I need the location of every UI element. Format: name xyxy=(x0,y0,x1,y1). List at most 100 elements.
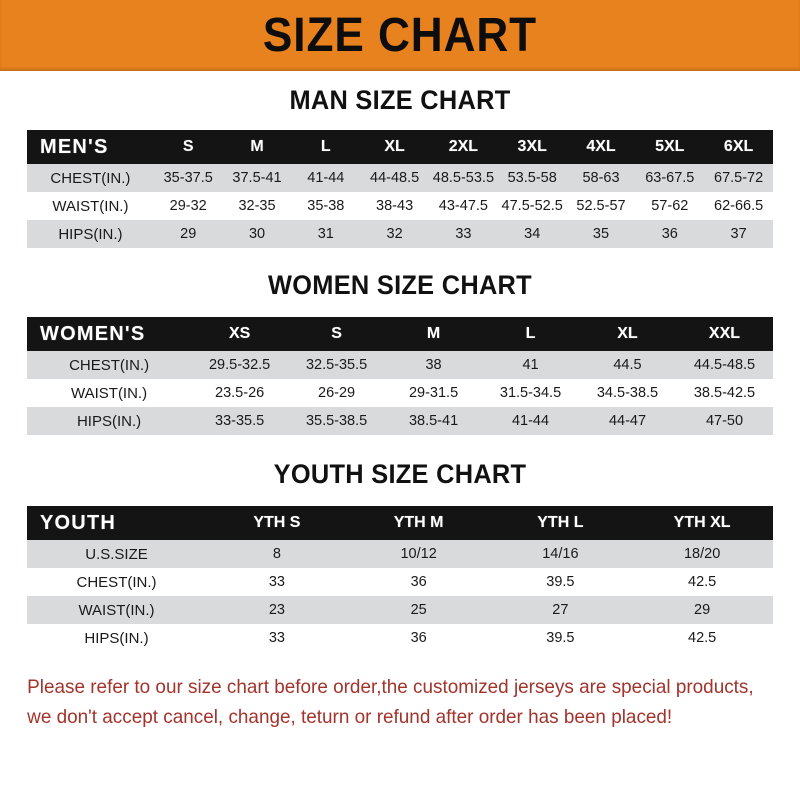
men-cell: 31 xyxy=(317,226,334,242)
youth-cell: 25 xyxy=(410,602,427,618)
youth-cell: 8 xyxy=(272,546,281,562)
men-cell: 63-67.5 xyxy=(645,170,695,186)
men-cell: 32-35 xyxy=(238,198,276,214)
men-column-header: 5XL xyxy=(655,138,685,155)
disclaimer-line-1: Please refer to our size chart before or… xyxy=(27,676,754,698)
men-cell: 57-62 xyxy=(651,198,689,214)
men-table-body: CHEST(IN.) 35-37.5 37.5-41 41-44 44-48.5 48.5… xyxy=(27,164,773,248)
women-cell: 47-50 xyxy=(705,413,744,429)
youth-cell: 23 xyxy=(268,602,285,618)
youth-cell: 33 xyxy=(268,574,285,590)
women-cell: 31.5-34.5 xyxy=(499,385,562,401)
women-cell: 44-47 xyxy=(608,413,647,429)
men-cell: 52.5-57 xyxy=(576,198,626,214)
youth-column-header: YTH L xyxy=(537,514,584,531)
youth-cell: 10/12 xyxy=(400,546,437,562)
men-cell: 43-47.5 xyxy=(438,198,488,214)
youth-row-label: CHEST(IN.) xyxy=(76,573,157,591)
women-column-header: L xyxy=(525,325,536,342)
women-cell: 38 xyxy=(425,357,442,373)
men-cell: 41-44 xyxy=(307,170,345,186)
table-row: WAIST(IN.) 23 25 27 29 xyxy=(27,596,773,624)
women-cell: 26-29 xyxy=(318,385,356,401)
youth-row-label: U.S.SIZE xyxy=(85,545,148,563)
men-cell: 32 xyxy=(386,226,403,242)
men-table-header-row: MEN'S S M L XL 2XL 3XL 4XL 5XL 6XL xyxy=(27,130,773,164)
women-cell: 41 xyxy=(522,357,539,373)
men-column-header: L xyxy=(320,138,331,155)
men-row-label: HIPS(IN.) xyxy=(58,225,123,243)
youth-row-label: WAIST(IN.) xyxy=(78,601,155,619)
women-corner-label: WOMEN'S xyxy=(40,322,146,345)
women-row-label: HIPS(IN.) xyxy=(76,412,142,430)
men-cell: 37.5-41 xyxy=(232,170,282,186)
order-disclaimer: Please refer to our size chart before or… xyxy=(0,672,776,732)
youth-cell: 14/16 xyxy=(542,546,579,562)
youth-column-header: YTH XL xyxy=(673,514,731,531)
youth-cell: 39.5 xyxy=(546,630,575,646)
youth-section-title: YOUTH SIZE CHART xyxy=(273,459,527,489)
youth-cell: 33 xyxy=(268,630,285,646)
women-column-header: XXL xyxy=(708,325,741,342)
women-row-label: WAIST(IN.) xyxy=(71,384,148,402)
women-size-table: WOMEN'S XS S M L XL XXL CHEST(IN.) 29.5-32.5 32… xyxy=(27,317,773,435)
women-cell: 41-44 xyxy=(511,413,550,429)
table-row: HIPS(IN.) 33-35.5 35.5-38.5 38.5-41 41-44 44-… xyxy=(27,407,773,435)
women-column-header: S xyxy=(331,325,342,342)
women-cell: 29-31.5 xyxy=(408,385,459,401)
men-column-header: 2XL xyxy=(448,138,479,155)
men-row-label: CHEST(IN.) xyxy=(50,169,131,187)
youth-cell: 27 xyxy=(552,602,569,618)
table-row: CHEST(IN.) 35-37.5 37.5-41 41-44 44-48.5 48.5… xyxy=(27,164,773,192)
men-section-title: MAN SIZE CHART xyxy=(289,85,511,115)
men-size-table: MEN'S S M L XL 2XL 3XL 4XL 5XL 6XL CHEST(IN.) 35-… xyxy=(27,130,773,248)
men-cell: 36 xyxy=(661,226,678,242)
youth-cell: 36 xyxy=(410,630,427,646)
youth-table-header-row: YOUTH YTH S YTH M YTH L YTH XL xyxy=(27,506,773,540)
men-cell: 62-66.5 xyxy=(714,198,764,214)
page-title: SIZE CHART xyxy=(262,8,538,62)
table-row: U.S.SIZE 8 10/12 14/16 18/20 xyxy=(27,540,773,568)
youth-column-header: YTH S xyxy=(253,514,301,531)
women-cell: 33-35.5 xyxy=(215,413,265,429)
men-cell: 33 xyxy=(455,226,472,242)
men-cell: 30 xyxy=(248,226,266,242)
men-column-header: S xyxy=(182,138,194,155)
section-youth: YOUTH SIZE CHART YOUTH YTH S YTH M YTH L YT… xyxy=(0,435,800,652)
men-cell: 48.5-53.5 xyxy=(432,170,495,186)
men-cell: 34 xyxy=(524,226,541,242)
youth-cell: 39.5 xyxy=(546,574,575,590)
table-row: WAIST(IN.) 29-32 32-35 35-38 38-43 43-47.5 47.… xyxy=(27,192,773,220)
women-table-body: CHEST(IN.) 29.5-32.5 32.5-35.5 38 41 44.5 44.5… xyxy=(27,351,773,435)
youth-corner-label: YOUTH xyxy=(40,511,116,534)
men-cell: 35-37.5 xyxy=(163,170,213,186)
youth-table-body: U.S.SIZE 8 10/12 14/16 18/20 CHEST(IN.) 33 36 39… xyxy=(27,540,773,652)
youth-cell: 42.5 xyxy=(688,574,717,590)
women-cell: 23.5-26 xyxy=(215,385,265,401)
section-women: WOMEN SIZE CHART WOMEN'S XS S M L XL XXL CHES… xyxy=(0,248,800,435)
men-column-header: M xyxy=(250,138,264,155)
men-cell: 44-48.5 xyxy=(370,170,420,186)
men-column-header: 4XL xyxy=(586,138,616,155)
table-row: CHEST(IN.) 33 36 39.5 42.5 xyxy=(27,568,773,596)
men-cell: 67.5-72 xyxy=(714,170,764,186)
men-cell: 35-38 xyxy=(307,198,345,214)
men-cell: 47.5-52.5 xyxy=(501,198,563,214)
men-cell: 29 xyxy=(180,226,197,242)
men-column-header: 3XL xyxy=(517,138,547,155)
table-row: WAIST(IN.) 23.5-26 26-29 29-31.5 31.5-34.5 34… xyxy=(27,379,773,407)
women-cell: 34.5-38.5 xyxy=(596,385,659,401)
women-row-label: CHEST(IN.) xyxy=(69,356,150,374)
women-column-header: XS xyxy=(228,325,251,342)
women-cell: 35.5-38.5 xyxy=(305,413,368,429)
table-row: HIPS(IN.) 33 36 39.5 42.5 xyxy=(27,624,773,652)
women-cell: 44.5 xyxy=(613,357,642,373)
youth-cell: 18/20 xyxy=(683,546,721,562)
men-cell: 35 xyxy=(592,226,610,242)
youth-cell: 29 xyxy=(694,602,711,618)
men-corner-label: MEN'S xyxy=(40,135,109,158)
women-column-header: M xyxy=(426,325,441,342)
men-column-header: XL xyxy=(384,138,405,155)
women-cell: 29.5-32.5 xyxy=(208,357,271,373)
women-cell: 38.5-42.5 xyxy=(693,385,756,401)
